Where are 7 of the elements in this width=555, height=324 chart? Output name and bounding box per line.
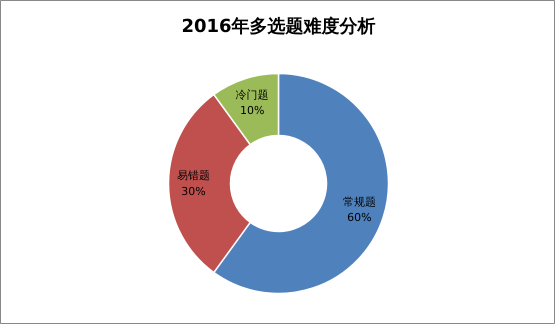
slice-label: 冷门题 xyxy=(236,88,269,102)
data-label: 60% xyxy=(347,211,372,224)
chart-title: 2016年多选题难度分析 xyxy=(181,16,376,37)
slice-label: 常规题 xyxy=(342,195,376,208)
slice-label: 易错题 xyxy=(177,169,210,182)
data-label: 10% xyxy=(240,104,264,117)
data-label: 30% xyxy=(181,184,206,198)
